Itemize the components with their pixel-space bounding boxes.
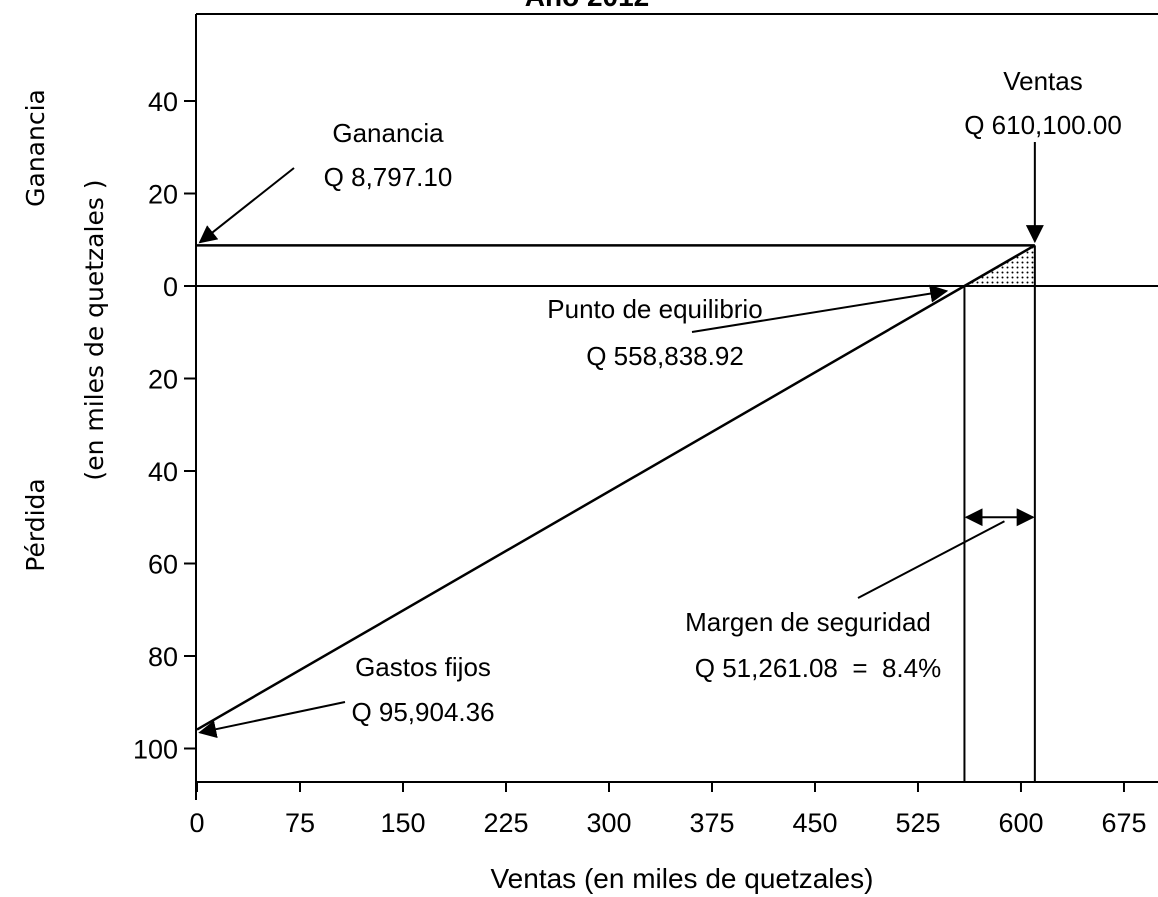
result-line xyxy=(196,244,1036,731)
y-tick-label: 60 xyxy=(148,550,178,580)
x-tick-label: 225 xyxy=(483,808,528,838)
x-tick-label: 675 xyxy=(1101,808,1146,838)
x-axis-label: Ventas (en miles de quetzales) xyxy=(491,863,874,894)
gastos-arrow xyxy=(198,701,346,739)
ganancia-title: Ganancia xyxy=(332,118,444,148)
x-tick-label: 300 xyxy=(586,808,631,838)
equilibrio-arrow xyxy=(691,284,949,333)
equilibrio-value: Q 558,838.92 xyxy=(586,341,744,371)
x-tick-label: 0 xyxy=(189,808,204,838)
equilibrio-title: Punto de equilibrio xyxy=(547,294,762,324)
ganancia-arrow xyxy=(198,167,295,244)
x-tick-label: 525 xyxy=(895,808,940,838)
y-tick-label: 100 xyxy=(133,735,178,765)
ganancia-value: Q 8,797.10 xyxy=(324,162,453,192)
ventas-title: Ventas xyxy=(1003,66,1083,96)
ventas-value: Q 610,100.00 xyxy=(964,110,1122,140)
x-tick-label: 150 xyxy=(380,808,425,838)
y-tick-label: 20 xyxy=(148,365,178,395)
margen-title: Margen de seguridad xyxy=(685,607,931,637)
y-tick-label: 40 xyxy=(148,87,178,117)
y-label-perdida: Pérdida xyxy=(21,478,50,571)
y-tick-label: 0 xyxy=(163,272,178,302)
gastos-title: Gastos fijos xyxy=(355,652,491,682)
y-label-units: (en miles de quetzales ) xyxy=(80,179,109,480)
y-tick-label: 80 xyxy=(148,642,178,672)
margen-value: Q 51,261.08 = 8.4% xyxy=(695,653,941,683)
x-tick-label: 450 xyxy=(792,808,837,838)
margen-leader xyxy=(857,520,1005,599)
x-tick-label: 600 xyxy=(998,808,1043,838)
plot-area: 40 20 0 20 40 60 80 100 0 75 150 225 300 375 450 525 600… xyxy=(133,13,1158,838)
y-tick-label: 40 xyxy=(148,457,178,487)
gastos-value: Q 95,904.36 xyxy=(351,697,494,727)
x-tick-label: 375 xyxy=(689,808,734,838)
y-tick-label: 20 xyxy=(148,180,178,210)
x-tick-label: 75 xyxy=(285,808,315,838)
y-label-ganancia: Ganancia xyxy=(21,89,50,207)
chart-title: Año 2012 xyxy=(525,0,650,12)
